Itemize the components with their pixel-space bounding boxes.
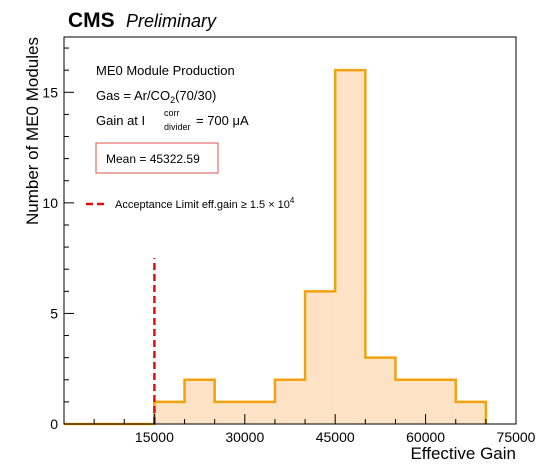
x-axis-ticks: 15000 30000 45000 60000 75000: [93, 414, 536, 445]
y-tick-label: 10: [42, 195, 58, 211]
histogram-outline: [64, 68, 488, 426]
y-tick-label: 0: [50, 416, 58, 432]
y-axis-label: Number of ME0 Modules: [23, 37, 42, 225]
y-tick-label: 5: [50, 305, 58, 321]
legend-acceptance-label: Acceptance Limit eff.gain ≥ 1.5 × 104: [115, 196, 295, 211]
histogram-bin: [184, 379, 215, 424]
histogram-bin: [395, 379, 426, 424]
annotation-gain-sub: divider: [164, 122, 191, 132]
histogram-bin: [214, 401, 245, 424]
x-tick-label: 45000: [316, 429, 355, 445]
x-axis-label: Effective Gain: [410, 444, 516, 463]
y-axis-ticks: 0 5 10 15: [42, 47, 74, 432]
gas-prefix: Gas = Ar/CO: [96, 88, 170, 103]
experiment-label: CMS: [68, 9, 115, 32]
annotation-gain-sup: corr: [164, 108, 180, 118]
annotation-gain: Gain at I: [96, 113, 145, 128]
x-tick-label: 75000: [497, 429, 536, 445]
histogram-bin: [274, 379, 306, 424]
annotation-gain-suffix: = 700 μA: [196, 113, 249, 128]
x-tick-label: 30000: [225, 429, 264, 445]
mean-label: Mean = 45322.59: [106, 152, 200, 166]
y-tick-label: 15: [42, 84, 58, 100]
histogram-bin: [154, 401, 185, 424]
histogram-bin: [244, 401, 275, 424]
histogram-bin: [425, 379, 456, 424]
mean-box: [95, 142, 219, 174]
histogram-bars: [154, 70, 486, 425]
histogram-bin: [455, 401, 486, 424]
histogram-bin: [305, 291, 336, 424]
legend-acceptance-exp: 4: [290, 196, 295, 205]
histogram-bin: [365, 357, 396, 424]
plot-frame: [63, 36, 517, 425]
x-tick-label: 60000: [406, 429, 445, 445]
annotation-gas: Gas = Ar/CO2(70/30): [96, 88, 216, 105]
gain-prefix: Gain at I: [96, 113, 145, 128]
status-label: Preliminary: [126, 11, 217, 31]
gas-subscript: 2: [170, 95, 175, 105]
gas-suffix: (70/30): [175, 88, 216, 103]
legend-acceptance-prefix: Acceptance Limit eff.gain ≥ 1.5 × 10: [115, 199, 290, 211]
histogram-bin: [335, 70, 366, 425]
x-tick-label: 15000: [135, 429, 174, 445]
annotation-production: ME0 Module Production: [96, 63, 235, 78]
